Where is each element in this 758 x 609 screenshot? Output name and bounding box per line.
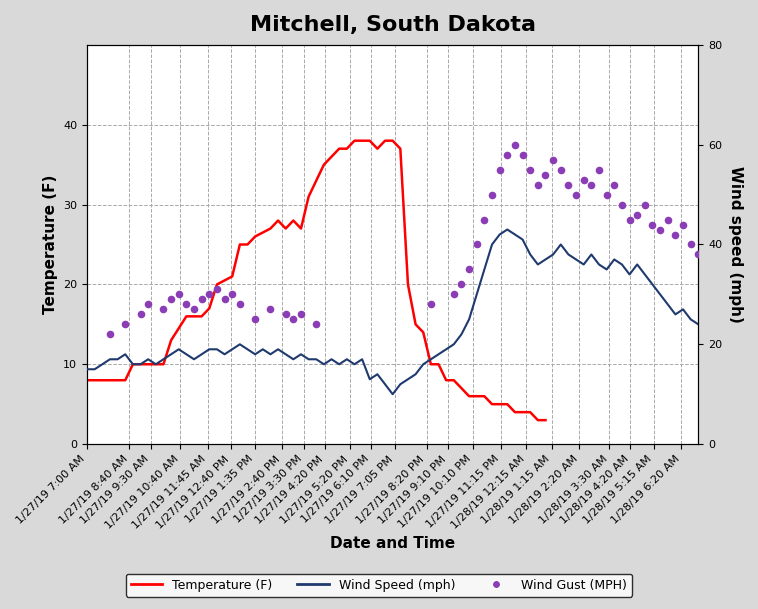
Point xyxy=(456,280,468,289)
Point xyxy=(287,314,299,324)
Point xyxy=(265,304,277,314)
Point xyxy=(493,165,506,175)
Y-axis label: Temperature (F): Temperature (F) xyxy=(42,175,58,314)
Point xyxy=(593,165,605,175)
Point xyxy=(639,200,651,209)
Point xyxy=(692,250,704,259)
Point xyxy=(196,295,208,304)
Point xyxy=(233,300,246,309)
Point xyxy=(516,150,528,160)
Point xyxy=(295,309,307,319)
Point xyxy=(631,209,644,219)
Point xyxy=(424,300,437,309)
Point xyxy=(211,284,223,294)
Point xyxy=(684,239,697,249)
Point xyxy=(218,295,230,304)
Point xyxy=(608,180,620,189)
Point xyxy=(134,309,146,319)
Point xyxy=(104,329,116,339)
X-axis label: Date and Time: Date and Time xyxy=(330,537,456,551)
Point xyxy=(547,155,559,164)
Legend: Temperature (F), Wind Speed (mph), Wind Gust (MPH): Temperature (F), Wind Speed (mph), Wind … xyxy=(126,574,632,597)
Title: Mitchell, South Dakota: Mitchell, South Dakota xyxy=(249,15,536,35)
Point xyxy=(669,230,681,239)
Point xyxy=(524,165,536,175)
Point xyxy=(578,175,590,185)
Point xyxy=(448,289,460,299)
Point xyxy=(142,300,154,309)
Point xyxy=(654,225,666,234)
Point xyxy=(471,239,483,249)
Point xyxy=(570,190,582,200)
Point xyxy=(280,309,292,319)
Point xyxy=(478,215,490,225)
Point xyxy=(662,215,674,225)
Point xyxy=(532,180,544,189)
Point xyxy=(188,304,200,314)
Point xyxy=(555,165,567,175)
Point xyxy=(165,295,177,304)
Point xyxy=(501,150,513,160)
Point xyxy=(585,180,597,189)
Point xyxy=(249,314,262,324)
Point xyxy=(647,220,659,230)
Y-axis label: Wind speed (mph): Wind speed (mph) xyxy=(728,166,743,323)
Point xyxy=(562,180,575,189)
Point xyxy=(540,170,552,180)
Point xyxy=(486,190,498,200)
Point xyxy=(119,320,131,329)
Point xyxy=(203,289,215,299)
Point xyxy=(600,190,612,200)
Point xyxy=(677,220,689,230)
Point xyxy=(226,289,238,299)
Point xyxy=(615,200,628,209)
Point xyxy=(158,304,170,314)
Point xyxy=(509,140,521,150)
Point xyxy=(310,320,322,329)
Point xyxy=(180,300,193,309)
Point xyxy=(463,264,475,274)
Point xyxy=(173,289,185,299)
Point xyxy=(624,215,636,225)
